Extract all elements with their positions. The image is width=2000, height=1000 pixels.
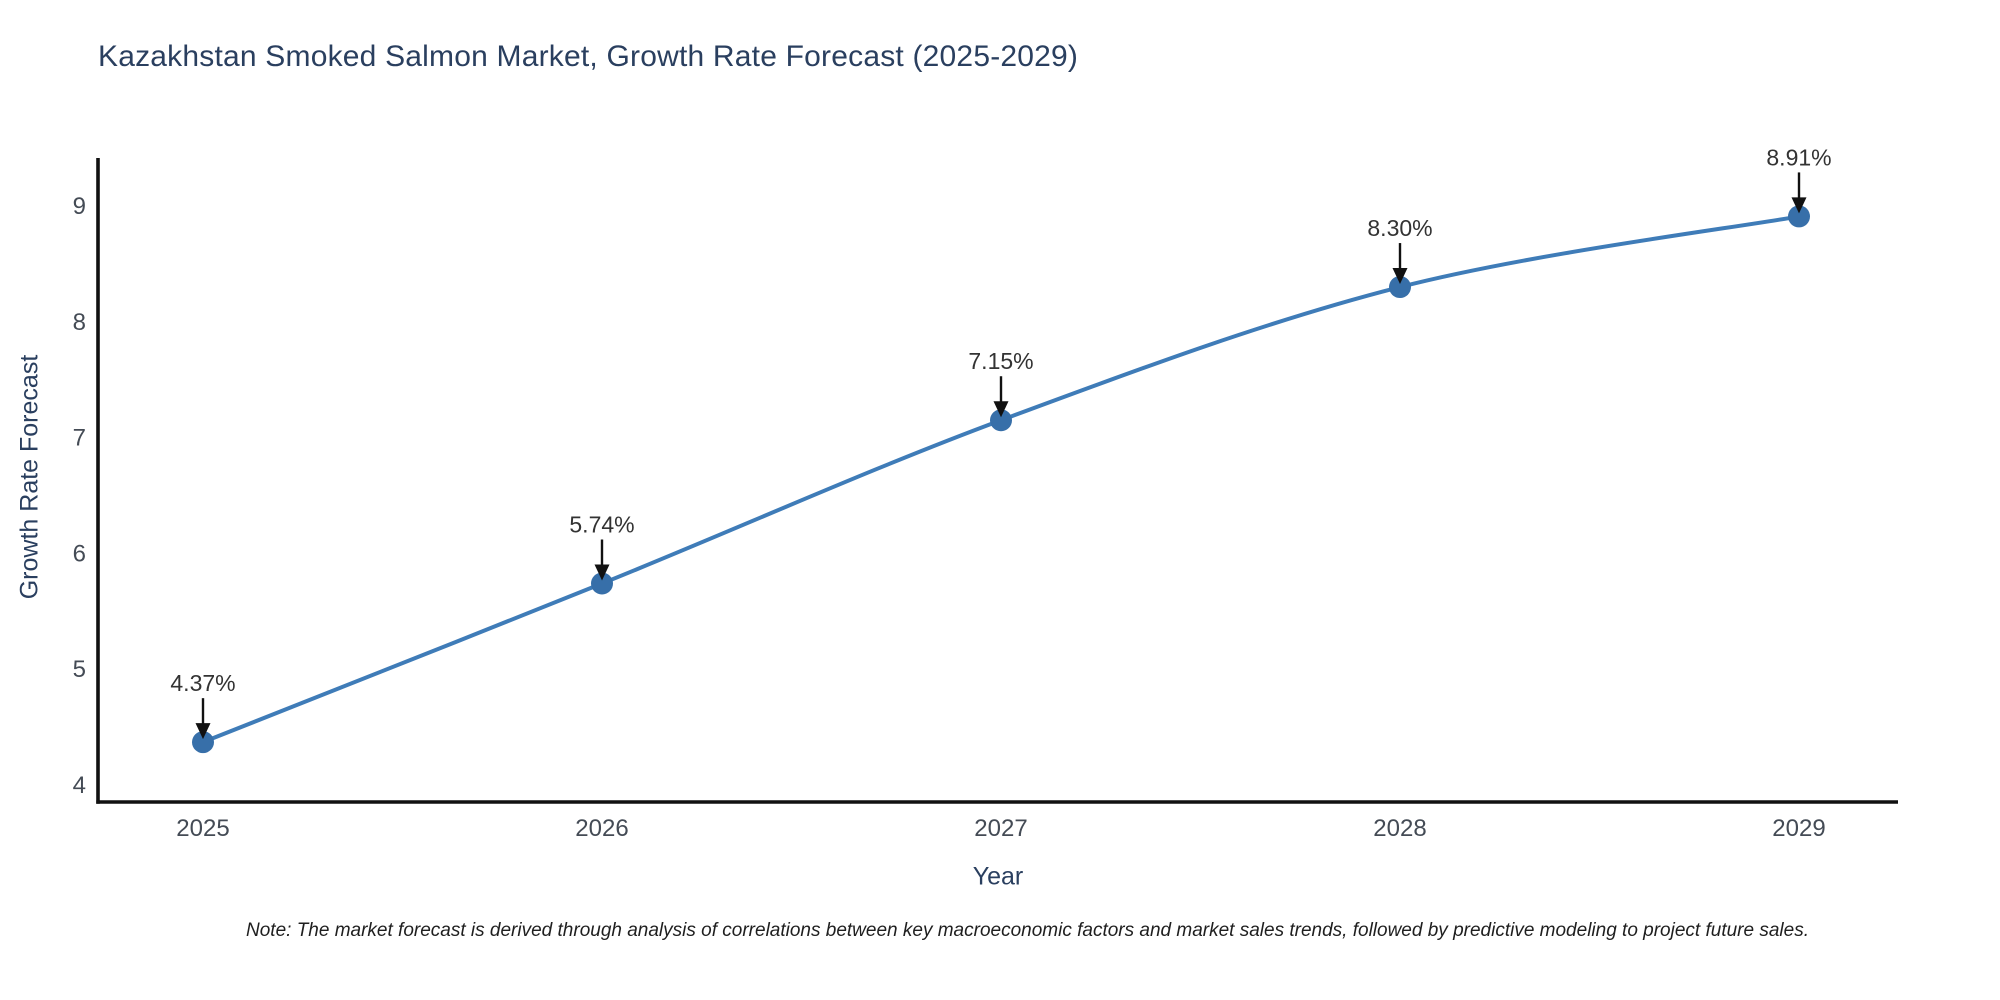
x-axis-title: Year (972, 862, 1024, 891)
point-annotation: 7.15% (968, 348, 1033, 374)
footnote: Note: The market forecast is derived thr… (246, 920, 1809, 941)
x-tick-label: 2027 (974, 815, 1027, 842)
data-point (1389, 276, 1411, 299)
point-annotation: 5.74% (569, 512, 634, 538)
y-tick-label: 8 (73, 309, 86, 336)
y-tick-label: 9 (73, 193, 86, 220)
point-annotation: 8.91% (1766, 144, 1831, 170)
annotation-arrowhead (1791, 197, 1807, 214)
data-point (591, 572, 613, 595)
annotation-arrowhead (594, 564, 610, 581)
annotation-arrowhead (1392, 268, 1408, 285)
point-annotation: 4.37% (170, 670, 235, 696)
y-axis-title: Growth Rate Forecast (15, 354, 44, 600)
x-tick-label: 2026 (575, 815, 628, 842)
annotation-arrowhead (993, 401, 1009, 418)
y-tick-label: 7 (73, 425, 86, 452)
point-annotation: 8.30% (1367, 215, 1432, 241)
trend-line (201, 214, 1801, 745)
x-tick-label: 2025 (176, 815, 229, 842)
x-tick-label: 2028 (1373, 815, 1426, 842)
y-tick-label: 5 (73, 656, 86, 683)
chart-title: Kazakhstan Smoked Salmon Market, Growth … (98, 40, 1079, 73)
data-point (1788, 205, 1810, 228)
annotation-arrowhead (195, 723, 211, 740)
x-tick-label: 2029 (1772, 815, 1825, 842)
data-point (192, 731, 214, 754)
y-tick-label: 4 (73, 772, 86, 799)
data-point (990, 409, 1012, 432)
y-tick-label: 6 (73, 540, 86, 567)
